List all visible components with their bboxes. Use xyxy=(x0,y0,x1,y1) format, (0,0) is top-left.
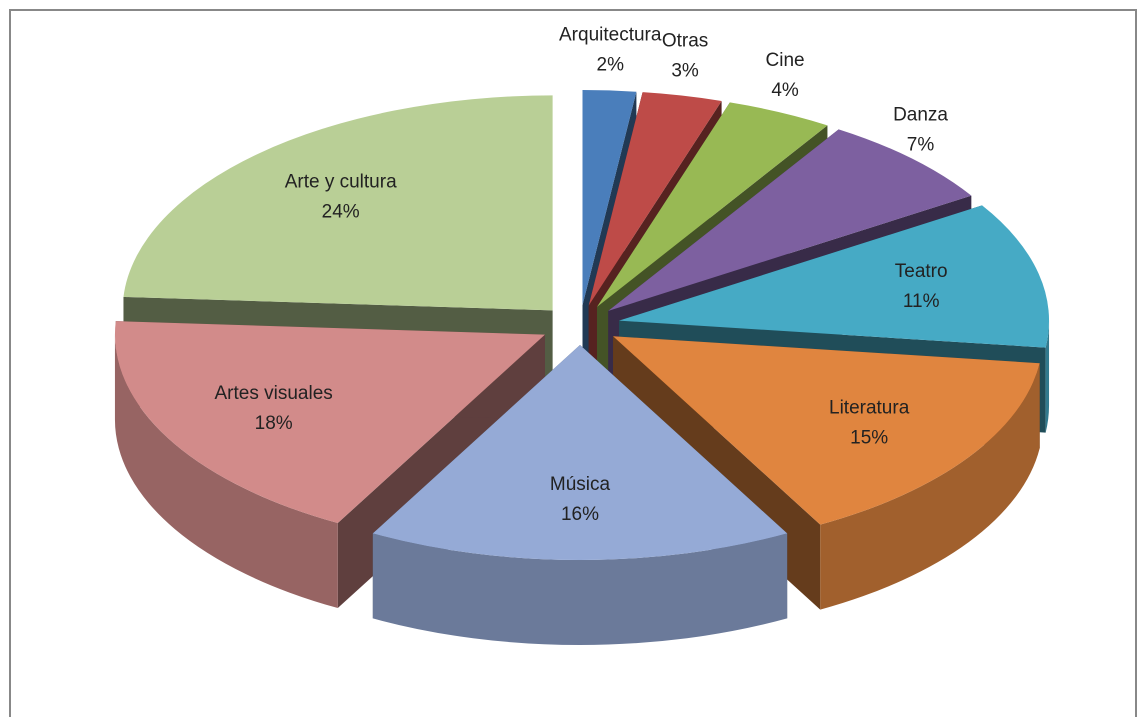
slice-value-label: 3% xyxy=(671,60,699,81)
slice-wall xyxy=(820,363,1040,610)
slice-label: Cine xyxy=(766,50,805,71)
slice-value-label: 15% xyxy=(850,427,888,448)
slice-label: Arte y cultura xyxy=(285,172,397,193)
slice xyxy=(619,205,1050,348)
slice xyxy=(123,95,553,311)
slice-wall xyxy=(372,533,788,645)
slice-label: Música xyxy=(550,474,611,495)
slice xyxy=(613,336,1040,525)
slice-value-label: 7% xyxy=(907,134,935,155)
slice-value-label: 24% xyxy=(322,202,360,223)
slice-label: Arquitectura xyxy=(559,24,662,45)
slice-value-label: 2% xyxy=(597,54,625,75)
slice-value-label: 11% xyxy=(903,291,940,312)
slice-value-label: 18% xyxy=(255,413,293,434)
slice-label: Teatro xyxy=(895,261,948,282)
slice xyxy=(372,345,788,560)
slice xyxy=(597,102,828,307)
slice-value-label: 16% xyxy=(561,504,599,525)
slice xyxy=(114,321,545,524)
slice-wall xyxy=(1045,320,1050,433)
slice-label: Danza xyxy=(893,104,948,125)
slice-label: Literatura xyxy=(829,397,910,418)
slice-label: Artes visuales xyxy=(215,383,333,404)
slice xyxy=(582,90,637,306)
slice-value-label: 4% xyxy=(771,80,799,101)
slice-wall xyxy=(114,334,338,609)
slice-label: Otras xyxy=(662,30,708,51)
slice xyxy=(608,129,972,311)
slice xyxy=(588,92,722,306)
